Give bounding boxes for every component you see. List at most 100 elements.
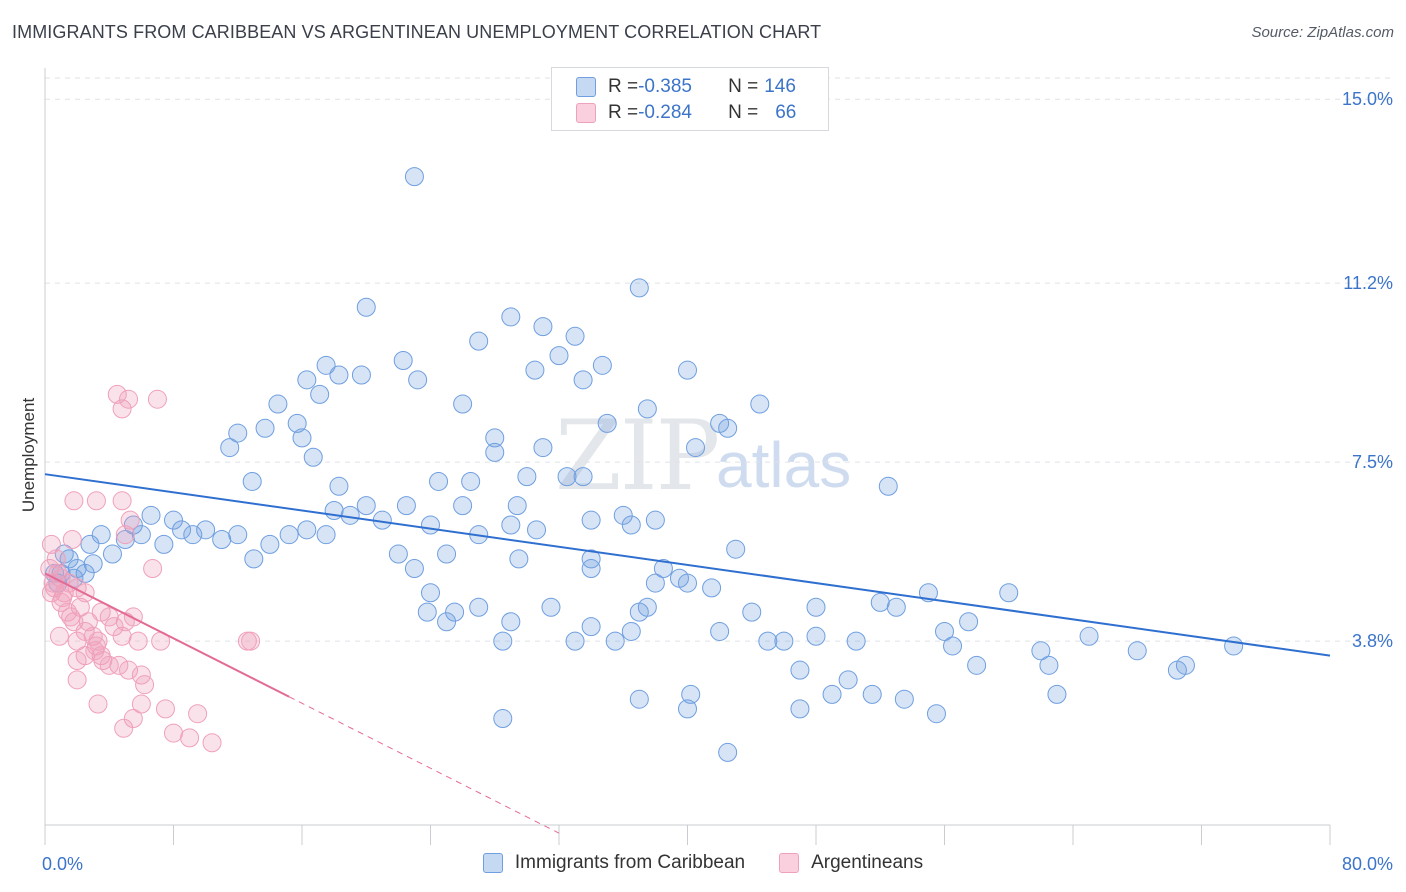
legend-swatch-caribbean [576, 77, 596, 97]
point-caribbean [806, 626, 826, 646]
legend-swatch-argentineans [576, 103, 596, 123]
point-caribbean [525, 360, 545, 380]
point-caribbean [592, 355, 612, 375]
point-caribbean [926, 704, 946, 724]
point-argentineans [70, 597, 90, 617]
y-axis-label: Unemployment [19, 398, 38, 513]
point-caribbean [1039, 655, 1059, 675]
point-caribbean [742, 602, 762, 622]
point-caribbean [164, 510, 183, 530]
point-caribbean [686, 438, 706, 458]
point-caribbean [421, 583, 440, 603]
point-caribbean [581, 510, 601, 530]
point-argentineans [164, 723, 183, 743]
point-caribbean [493, 709, 513, 729]
legend-r-value: -0.284 [638, 102, 692, 123]
point-argentineans [112, 491, 132, 511]
point-caribbean [316, 525, 336, 545]
point-caribbean [297, 520, 317, 540]
point-caribbean [790, 660, 810, 680]
legend-row-argentineans: R = -0.284 N = 66 [576, 101, 796, 125]
point-caribbean [838, 670, 858, 690]
point-argentineans [99, 655, 119, 675]
point-argentineans [147, 389, 167, 409]
point-argentineans [91, 646, 111, 666]
point-caribbean [870, 592, 890, 612]
point-caribbean [702, 578, 722, 598]
point-caribbean [790, 699, 810, 719]
point-caribbean [862, 684, 882, 704]
point-argentineans [62, 530, 82, 550]
point-caribbean [437, 544, 457, 564]
point-argentineans [112, 399, 132, 419]
point-caribbean [678, 699, 697, 719]
point-caribbean [605, 631, 625, 651]
point-caribbean [935, 621, 954, 641]
point-caribbean [681, 684, 701, 704]
point-caribbean [172, 520, 192, 540]
point-caribbean [645, 510, 665, 530]
point-caribbean [131, 525, 151, 545]
point-caribbean [581, 559, 601, 579]
point-argentineans [85, 641, 105, 661]
point-caribbean [750, 394, 770, 414]
legend-n-label: N = [728, 102, 759, 123]
point-argentineans [53, 588, 73, 608]
legend-n-value: 146 [764, 76, 796, 97]
point-caribbean [1047, 684, 1067, 704]
point-caribbean [1127, 641, 1147, 661]
point-caribbean [573, 370, 593, 390]
point-argentineans [135, 675, 155, 695]
source-label: Source: ZipAtlas.com [1251, 24, 1394, 41]
x-tick-label: 0.0% [42, 854, 83, 874]
point-caribbean [417, 602, 437, 622]
point-caribbean [878, 476, 898, 496]
point-caribbean [461, 471, 481, 491]
point-caribbean [918, 583, 938, 603]
point-caribbean [637, 399, 657, 419]
point-caribbean [967, 655, 987, 675]
point-caribbean [316, 355, 336, 375]
point-caribbean [581, 617, 601, 637]
point-caribbean [533, 317, 553, 337]
point-caribbean [629, 278, 649, 298]
point-caribbean [485, 442, 505, 462]
point-caribbean [141, 505, 161, 525]
point-argentineans [119, 660, 139, 680]
point-caribbean [943, 636, 963, 656]
axes [44, 68, 1331, 845]
point-caribbean [356, 297, 376, 317]
point-argentineans [128, 631, 148, 651]
point-argentineans [109, 655, 129, 675]
point-argentineans [75, 646, 95, 666]
point-caribbean [303, 447, 323, 467]
point-caribbean [509, 549, 529, 569]
trend-line-caribbean [44, 473, 1331, 657]
point-caribbean [80, 534, 100, 554]
point-argentineans [131, 694, 151, 714]
point-caribbean [493, 631, 513, 651]
point-caribbean [242, 471, 262, 491]
point-caribbean [726, 539, 746, 559]
point-caribbean [408, 370, 428, 390]
point-caribbean [501, 515, 521, 535]
point-caribbean [91, 525, 111, 545]
trend-line-argentineans [44, 572, 290, 698]
point-caribbean [310, 384, 330, 404]
point-caribbean [196, 520, 216, 540]
point-caribbean [75, 563, 95, 583]
watermark-atlas: atlas [716, 429, 852, 501]
point-caribbean [351, 365, 371, 385]
trend-line-argentineans-extension [288, 696, 560, 834]
chart-title: IMMIGRANTS FROM CARIBBEAN VS ARGENTINEAN… [12, 22, 822, 42]
point-caribbean [404, 167, 424, 187]
legend-label-caribbean: Immigrants from Caribbean [514, 852, 746, 873]
legend-swatch-caribbean [482, 853, 503, 873]
point-caribbean [894, 689, 914, 709]
point-argentineans [67, 670, 87, 690]
point-caribbean [279, 525, 299, 545]
point-caribbean [1031, 641, 1051, 661]
point-caribbean [404, 559, 424, 579]
point-argentineans [241, 631, 261, 651]
point-caribbean [806, 597, 826, 617]
